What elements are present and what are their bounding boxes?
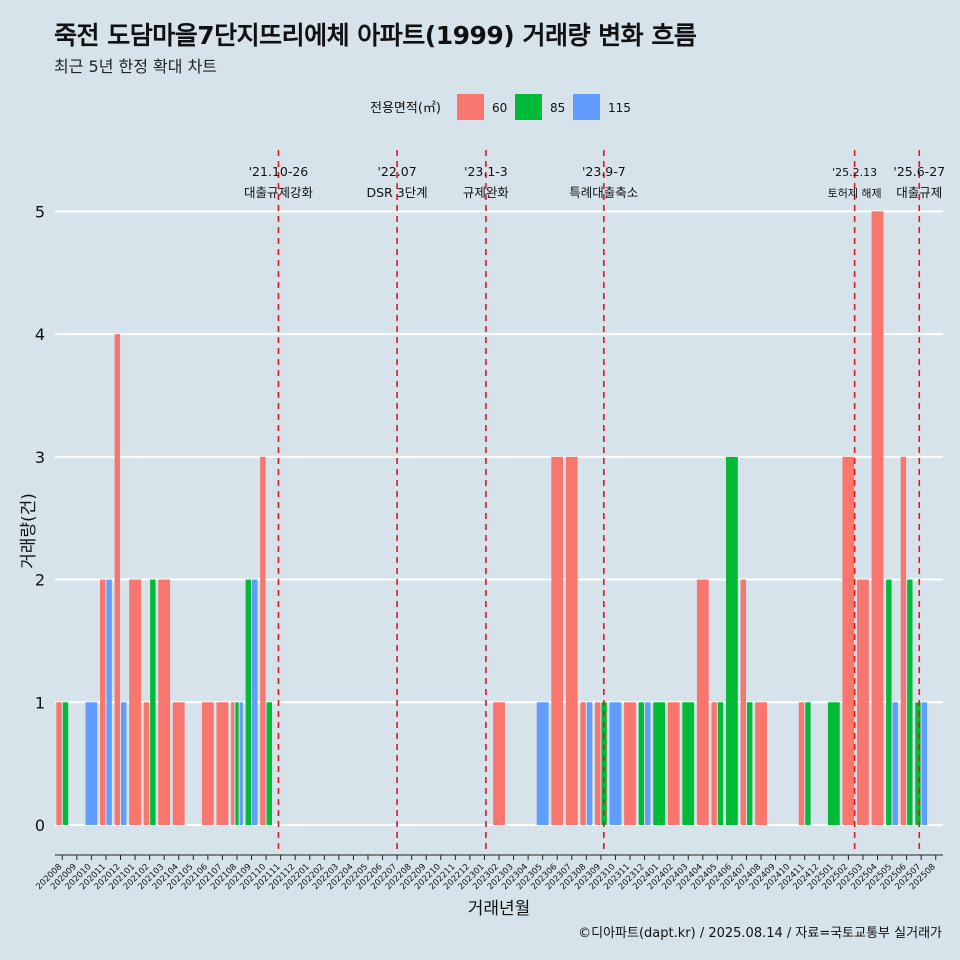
- bar-115: [609, 702, 622, 825]
- bar-60: [667, 702, 680, 825]
- bar-85: [682, 702, 695, 825]
- bar-85: [886, 579, 892, 825]
- bar-60: [231, 702, 235, 825]
- bar-60: [594, 702, 601, 825]
- bar-60: [493, 702, 505, 825]
- bar-60: [857, 579, 869, 825]
- bar-85: [726, 456, 738, 825]
- event-date-label: '25.6-27: [893, 164, 945, 179]
- bar-60: [143, 702, 150, 825]
- legend-label-60: 60: [492, 101, 507, 115]
- event-name-label: 토허제 해제: [828, 186, 882, 200]
- legend-swatch-115: [573, 94, 600, 120]
- bar-60: [798, 702, 805, 825]
- event-date-label: '21.10-26: [249, 164, 309, 179]
- legend-title: 전용면적(㎡): [370, 101, 441, 116]
- bar-60: [755, 702, 767, 825]
- bar-60: [158, 579, 171, 825]
- event-name-label: 규제완화: [463, 185, 510, 200]
- y-tick-label: 2: [35, 571, 45, 590]
- bar-85: [62, 702, 69, 825]
- bar-60: [172, 702, 185, 825]
- event-name-label: 대출규제강화: [244, 185, 314, 200]
- bar-85: [245, 579, 252, 825]
- bar-115: [252, 579, 258, 825]
- event-name-label: DSR 3단계: [367, 185, 428, 200]
- event-name-label: 특례대출축소: [569, 185, 638, 200]
- event-date-label: '23.1-3: [464, 164, 508, 179]
- bar-115: [85, 702, 98, 825]
- page-subtitle: 최근 5년 한정 확대 차트: [54, 57, 218, 76]
- bar-60: [216, 702, 229, 825]
- bar-85: [235, 702, 239, 825]
- bar-60: [201, 702, 214, 825]
- bar-85: [601, 702, 607, 825]
- bar-115: [121, 702, 127, 825]
- event-date-label: '22.07: [377, 164, 416, 179]
- source-caption: ©디아파트(dapt.kr) / 2025.08.14 / 자료=국토교통부 실…: [578, 926, 942, 941]
- bar-85: [827, 702, 840, 825]
- event-name-label: 대출규제: [896, 185, 942, 200]
- bar-85: [266, 702, 272, 825]
- y-tick-label: 4: [35, 325, 45, 344]
- y-tick-label: 3: [35, 448, 45, 467]
- bar-85: [150, 579, 156, 825]
- bar-60: [551, 456, 564, 825]
- bar-115: [536, 702, 549, 825]
- bar-60: [842, 456, 855, 825]
- bar-115: [645, 702, 651, 825]
- bar-85: [915, 702, 921, 825]
- bar-60: [565, 456, 578, 825]
- page-title: 죽전 도담마을7단지뜨리에체 아파트(1999) 거래량 변화 흐름: [54, 21, 697, 50]
- y-tick-label: 1: [35, 693, 45, 712]
- legend-label-115: 115: [608, 101, 631, 115]
- bar-115: [892, 702, 898, 825]
- bar-60: [129, 579, 141, 825]
- bar-60: [871, 211, 884, 825]
- y-tick-label: 0: [35, 816, 45, 835]
- bar-60: [56, 702, 62, 825]
- bar-60: [114, 334, 121, 825]
- bar-85: [805, 702, 811, 825]
- bar-85: [717, 702, 724, 825]
- bar-60: [580, 702, 586, 825]
- bar-60: [260, 456, 266, 825]
- bar-115: [239, 702, 243, 825]
- bar-60: [711, 702, 717, 825]
- legend-label-85: 85: [550, 101, 565, 115]
- legend-swatch-85: [515, 94, 542, 120]
- bar-60: [100, 579, 106, 825]
- bar-60: [740, 579, 746, 825]
- bar-85: [746, 702, 753, 825]
- y-tick-label: 5: [35, 202, 45, 221]
- event-date-label: '23.9-7: [582, 164, 626, 179]
- legend-swatch-60: [457, 94, 484, 120]
- bar-115: [106, 579, 112, 825]
- bar-115: [586, 702, 593, 825]
- bar-85: [907, 579, 913, 825]
- x-axis-title: 거래년월: [468, 899, 531, 919]
- bar-60: [900, 456, 907, 825]
- bar-85: [653, 702, 666, 825]
- bar-60: [624, 702, 636, 825]
- event-date-label: '25.2.13: [832, 166, 877, 179]
- bar-115: [921, 702, 928, 825]
- y-axis-title: 거래량(건): [19, 493, 39, 569]
- bar-60: [696, 579, 709, 825]
- bar-85: [638, 702, 645, 825]
